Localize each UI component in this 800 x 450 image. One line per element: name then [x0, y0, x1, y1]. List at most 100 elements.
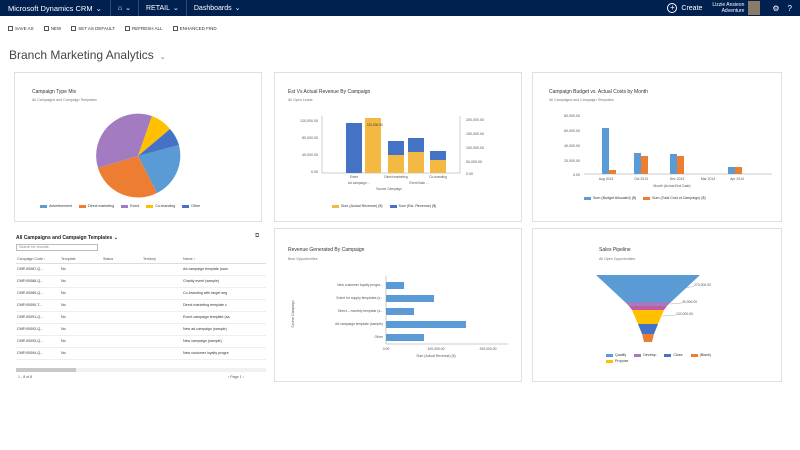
grid-search-input[interactable]: Search for records — [16, 244, 98, 251]
help-icon[interactable]: ? — [787, 3, 792, 13]
panel-title[interactable]: Revenue Generated By Campaign — [288, 247, 365, 253]
cell-code[interactable]: CMP-00087-Q... — [16, 263, 60, 276]
table-row[interactable]: CMP-00091-Q... No Event campaign template … — [16, 311, 266, 324]
table-row[interactable]: CMP-00087-Q... No Ad campaign template (sa… — [16, 263, 266, 276]
panel-title[interactable]: Campaign Type Mix — [32, 89, 77, 95]
bar-cost-dec-2013[interactable] — [677, 156, 684, 174]
legend-item[interactable]: Close — [664, 353, 683, 357]
section-menu[interactable]: Dashboards ⌄ — [187, 0, 248, 16]
bar-actual-2b[interactable] — [388, 141, 404, 155]
column-header[interactable]: Territory — [142, 255, 182, 264]
column-header[interactable]: Name ↑ — [182, 255, 266, 264]
legend-item[interactable]: Sum (Actual Revenue) ($) — [332, 204, 383, 208]
cell-code[interactable]: CMP-00090-T... — [16, 299, 60, 312]
avatar[interactable] — [748, 1, 761, 15]
bar-est-2b[interactable] — [408, 152, 424, 173]
cell-code[interactable]: CMP-00093-Q... — [16, 335, 60, 348]
panel-title[interactable]: Campaign Budget vs. Actual Costs by Mont… — [549, 89, 648, 95]
set-as-default-button[interactable]: SET AS DEFAULT — [71, 25, 115, 31]
column-header[interactable]: Status — [102, 255, 142, 264]
new-button[interactable]: NEW — [43, 25, 61, 31]
bar-direct-monthly-template[interactable] — [386, 308, 414, 315]
settings-gear-icon[interactable]: ⚙ — [772, 3, 780, 13]
cell-name[interactable]: Ad campaign template (sam — [182, 263, 266, 276]
legend-item[interactable]: Sum (Est. Revenue) ($) — [389, 204, 436, 208]
panel-subtitle[interactable]: Best Opportunities — [288, 257, 318, 261]
pie-slice-advertisement[interactable] — [138, 145, 181, 193]
cell-code[interactable]: CMP-00092-Q... — [16, 323, 60, 336]
bar-cost-aug-2013[interactable] — [609, 170, 616, 174]
bar-ad-campaign-template[interactable] — [386, 321, 466, 328]
column-header[interactable]: Template — [60, 255, 102, 264]
funnel-stage-close[interactable] — [638, 324, 658, 334]
table-row[interactable]: CMP-00092-Q... No New ad campaign (sample) — [16, 323, 266, 336]
bar-other[interactable] — [386, 334, 424, 341]
cell-code[interactable]: CMP-00091-Q... — [16, 311, 60, 324]
legend-item[interactable]: Develop — [634, 353, 656, 357]
cell-name[interactable]: New customer loyalty progra — [182, 347, 266, 360]
cell-code[interactable]: CMP-00089-Q... — [16, 287, 60, 300]
create-button[interactable]: + Create — [657, 3, 712, 13]
bar-est-1[interactable] — [365, 118, 381, 173]
cell-name[interactable]: New ad campaign (sample) — [182, 323, 266, 336]
cell-name[interactable]: Direct marketing template c — [182, 299, 266, 312]
horizontal-scrollbar[interactable] — [16, 368, 266, 372]
grid-pager[interactable]: ‹ Page 1 › — [228, 375, 244, 379]
legend-item[interactable]: Co-branding — [146, 204, 175, 208]
funnel-stage-propose[interactable] — [632, 310, 664, 324]
pie-slice-co-branding[interactable] — [138, 116, 170, 156]
legend-item[interactable]: Event — [121, 204, 139, 208]
bar-event-supply-templates[interactable] — [386, 295, 434, 302]
save-as-button[interactable]: SAVE AS — [8, 25, 34, 31]
pie-slice-event[interactable] — [96, 113, 152, 168]
dashboard-title[interactable]: Branch Marketing Analytics ⌄ — [9, 48, 166, 62]
table-row[interactable]: CMP-00094-Q... No New customer loyalty pro… — [16, 347, 266, 360]
panel-subtitle[interactable]: All Open Leads — [288, 98, 313, 102]
cell-code[interactable]: CMP-00094-Q... — [16, 347, 60, 360]
table-row[interactable]: CMP-00090-T... No Direct marketing templat… — [16, 299, 266, 312]
legend-item[interactable]: Direct marketing — [78, 204, 114, 208]
home-button[interactable]: ⌂ ⌄ — [111, 0, 138, 16]
cell-name[interactable]: Co-branding with target seg — [182, 287, 266, 300]
funnel-stage-develop[interactable] — [625, 302, 671, 306]
table-row[interactable]: CMP-00089-Q... No Co-branding with target … — [16, 287, 266, 300]
funnel-stage-develop-2[interactable] — [629, 306, 667, 310]
panel-title[interactable]: Est Vs Actual Revenue By Campaign — [288, 89, 371, 95]
bar-new-customer-loyalty[interactable] — [386, 282, 404, 289]
enhanced-find-button[interactable]: ENHANCED FIND — [172, 25, 217, 31]
cell-name[interactable]: Charity event (sample) — [182, 275, 266, 288]
legend-item[interactable]: Propose — [606, 359, 628, 363]
panel-subtitle[interactable]: All Campaigns and Campaign Templates — [32, 98, 97, 102]
grid-options-icon[interactable]: ⧉ — [255, 233, 260, 239]
bar-budget-apr-2014[interactable] — [728, 167, 735, 174]
panel-title[interactable]: Sales Pipeline — [599, 247, 631, 253]
bar-actual-1[interactable] — [346, 123, 362, 173]
bar-cost-apr-2014[interactable] — [735, 167, 742, 174]
table-row[interactable]: CMP-00088-Q... No Charity event (sample) — [16, 275, 266, 288]
bar-3b[interactable] — [430, 151, 446, 160]
bar-cost-oct-2013[interactable] — [641, 156, 648, 174]
panel-subtitle[interactable]: All Open Opportunities — [599, 257, 636, 261]
legend-item[interactable]: Other — [182, 204, 200, 208]
panel-subtitle[interactable]: All Campaigns and Campaign Templates — [549, 98, 614, 102]
user-info[interactable]: Lizzie Ansieon Adventure — [712, 2, 748, 14]
funnel-stage-qualify[interactable] — [596, 275, 700, 302]
funnel-stage-blank[interactable] — [642, 334, 654, 342]
legend-item[interactable]: Sum (Budget Allocated) ($) — [584, 196, 636, 200]
refresh-all-button[interactable]: REFRESH ALL — [125, 25, 163, 31]
legend-item[interactable]: Qualify — [606, 353, 626, 357]
legend-item[interactable]: Advertisement — [40, 204, 72, 208]
bar-budget-dec-2013[interactable] — [670, 154, 677, 174]
app-switcher[interactable]: Microsoft Dynamics CRM ⌄ — [0, 4, 110, 13]
pie-slice-other[interactable] — [138, 129, 179, 156]
cell-code[interactable]: CMP-00088-Q... — [16, 275, 60, 288]
cell-name[interactable]: Event campaign template (sa — [182, 311, 266, 324]
bar-budget-oct-2013[interactable] — [634, 153, 641, 174]
grid-view-selector[interactable]: All Campaigns and Campaign Templates ⌄ — [16, 235, 118, 241]
bar-budget-aug-2013[interactable] — [602, 128, 609, 174]
area-menu[interactable]: RETAIL ⌄ — [139, 0, 186, 16]
pie-slice-direct-marketing[interactable] — [98, 156, 157, 198]
legend-item[interactable]: Sum (Total Cost of Campaign) ($) — [643, 196, 706, 200]
column-header[interactable]: Campaign Code ↑ — [16, 255, 60, 264]
cell-name[interactable]: New campaign (sample) — [182, 335, 266, 348]
